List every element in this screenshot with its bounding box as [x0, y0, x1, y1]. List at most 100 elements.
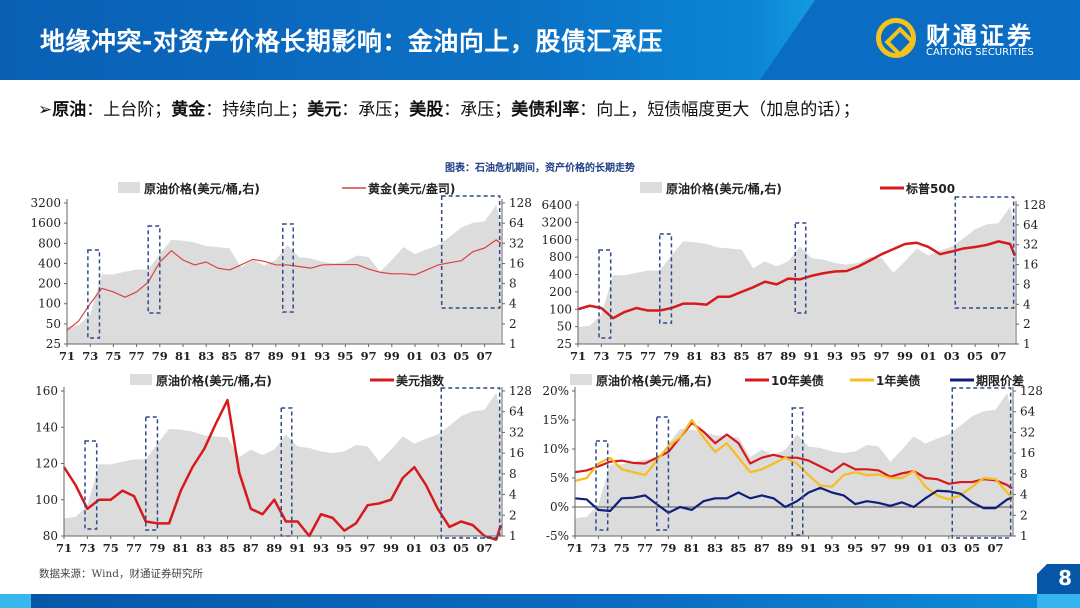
series-line-y10 [574, 421, 1013, 490]
x-tick-label: 89 [268, 349, 284, 363]
y2-tick-label: 4 [509, 297, 517, 311]
x-tick-label: 91 [290, 541, 306, 555]
y2-tick-label: 32 [1020, 425, 1035, 439]
x-tick-label: 97 [871, 541, 887, 555]
y2-tick-label: 32 [509, 236, 524, 250]
y-tick-label: 50 [46, 317, 61, 331]
x-tick-label: 03 [941, 541, 957, 555]
legend-label: 黄金(美元/盎司) [368, 181, 455, 196]
legend-label: 原油价格(美元/桶,右) [596, 373, 712, 388]
crisis-period-box [87, 249, 101, 339]
bullet-val-oil: 上台阶； [103, 100, 172, 120]
y-tick-label: 15% [542, 413, 569, 427]
chart-1: 25 50 100 200 400 800 1600 3200 1 2 4 8 16 32 64 128 71 7… [30, 181, 531, 363]
bullet-arrow-icon: ➢ [38, 100, 53, 120]
x-tick-label: 05 [453, 541, 469, 555]
y-tick-label: 200 [38, 277, 61, 291]
x-tick-label: 07 [987, 541, 1003, 555]
data-source: 数据来源：Wind，财通证券研究所 [39, 568, 203, 580]
bullet-key-gold: 黄金 [171, 100, 206, 120]
x-tick-label: 99 [897, 349, 913, 363]
x-tick-label: 07 [990, 349, 1006, 363]
y2-tick-label: 128 [509, 384, 532, 398]
y2-tick-label: 2 [1020, 508, 1028, 522]
x-tick-label: 87 [245, 349, 261, 363]
x-tick-label: 93 [314, 349, 330, 363]
chart-2: 25 50 100 200 400 800 1600 3200 6400 1 2 4 8 16 32 64 12… [541, 181, 1045, 363]
y2-tick-label: 16 [509, 446, 524, 460]
legend-label: 原油价格(美元/桶,右) [156, 373, 272, 388]
legend-swatch-oil [130, 374, 152, 385]
x-tick-label: 73 [593, 349, 609, 363]
chart-4: -5% 0% 5% 10% 15% 20% 1 2 4 8 16 32 64 128 71 73 75 77 79 8… [542, 373, 1043, 555]
y2-tick-label: 64 [509, 216, 525, 230]
legend-label: 1年美债 [876, 373, 920, 388]
x-tick-label: 91 [801, 541, 817, 555]
series-line-usd [62, 398, 503, 541]
crisis-period-box [440, 195, 501, 309]
x-tick-label: 77 [637, 541, 653, 555]
y2-tick-label: 64 [1023, 218, 1039, 232]
x-tick-label: 89 [266, 541, 282, 555]
x-tick-label: 87 [754, 541, 770, 555]
legend-label: 原油价格(美元/桶,右) [144, 181, 260, 196]
series-line-gold [66, 239, 502, 331]
x-tick-label: 95 [337, 349, 353, 363]
x-tick-label: 73 [82, 349, 98, 363]
page-title: 地缘冲突-对资产价格长期影响：金油向上，股债汇承压 [40, 27, 663, 56]
y-tick-label: 10% [542, 442, 569, 456]
legend-swatch-oil [570, 374, 592, 385]
x-tick-label: 03 [430, 541, 446, 555]
y2-tick-label: 128 [1023, 198, 1046, 212]
x-tick-label: 95 [847, 541, 863, 555]
x-tick-label: 83 [196, 541, 212, 555]
page-number-box: 8 [1037, 564, 1080, 594]
bullet-val-gold: 持续向上； [222, 100, 308, 120]
y2-tick-label: 16 [1020, 446, 1035, 460]
x-tick-label: 01 [407, 349, 423, 363]
x-tick-label: 99 [383, 541, 399, 555]
y-tick-label: 80 [43, 529, 58, 543]
x-tick-label: 05 [964, 541, 980, 555]
bullet-val-stocks: 承压； [460, 100, 512, 120]
x-tick-label: 05 [453, 349, 469, 363]
x-tick-label: 99 [894, 541, 910, 555]
x-tick-label: 71 [56, 541, 72, 555]
logo-coin-icon [876, 18, 916, 58]
bullet-val-bonds: 向上，短债幅度更大（加息的话）； [596, 100, 860, 120]
crisis-period-box [595, 440, 609, 531]
y-tick-label: 200 [549, 285, 572, 299]
crisis-period-box [794, 222, 807, 314]
y-tick-label: 120 [35, 457, 58, 471]
legend-label: 标普500 [905, 181, 955, 196]
x-tick-label: 83 [710, 349, 726, 363]
y-tick-label: -5% [546, 529, 569, 543]
y-tick-label: 50 [557, 320, 572, 334]
x-tick-label: 85 [221, 349, 237, 363]
y-tick-label: 100 [35, 493, 58, 507]
x-tick-label: 79 [660, 541, 676, 555]
x-tick-label: 01 [920, 349, 936, 363]
y2-tick-label: 128 [509, 196, 532, 210]
x-tick-label: 93 [827, 349, 843, 363]
x-tick-label: 03 [430, 349, 446, 363]
oil-price-area [575, 392, 1012, 536]
x-tick-label: 85 [220, 541, 236, 555]
x-tick-label: 85 [731, 541, 747, 555]
y-tick-label: 3200 [30, 196, 61, 210]
x-tick-label: 01 [406, 541, 422, 555]
x-tick-label: 71 [567, 541, 583, 555]
y-tick-label: 400 [549, 268, 572, 282]
x-tick-label: 77 [126, 541, 142, 555]
x-tick-label: 91 [291, 349, 307, 363]
y2-tick-label: 16 [509, 256, 524, 270]
oil-price-area [578, 206, 1015, 344]
bullet-key-oil: 原油 [52, 100, 87, 120]
x-tick-label: 79 [149, 541, 165, 555]
y2-tick-label: 8 [1020, 467, 1028, 481]
x-tick-label: 71 [570, 349, 586, 363]
y2-tick-label: 8 [509, 277, 517, 291]
x-tick-label: 95 [336, 541, 352, 555]
bullet-key-stocks: 美股 [409, 100, 444, 120]
header-banner: 地缘冲突-对资产价格长期影响：金油向上，股债汇承压 财通证券 CAITONG S… [0, 0, 1080, 80]
